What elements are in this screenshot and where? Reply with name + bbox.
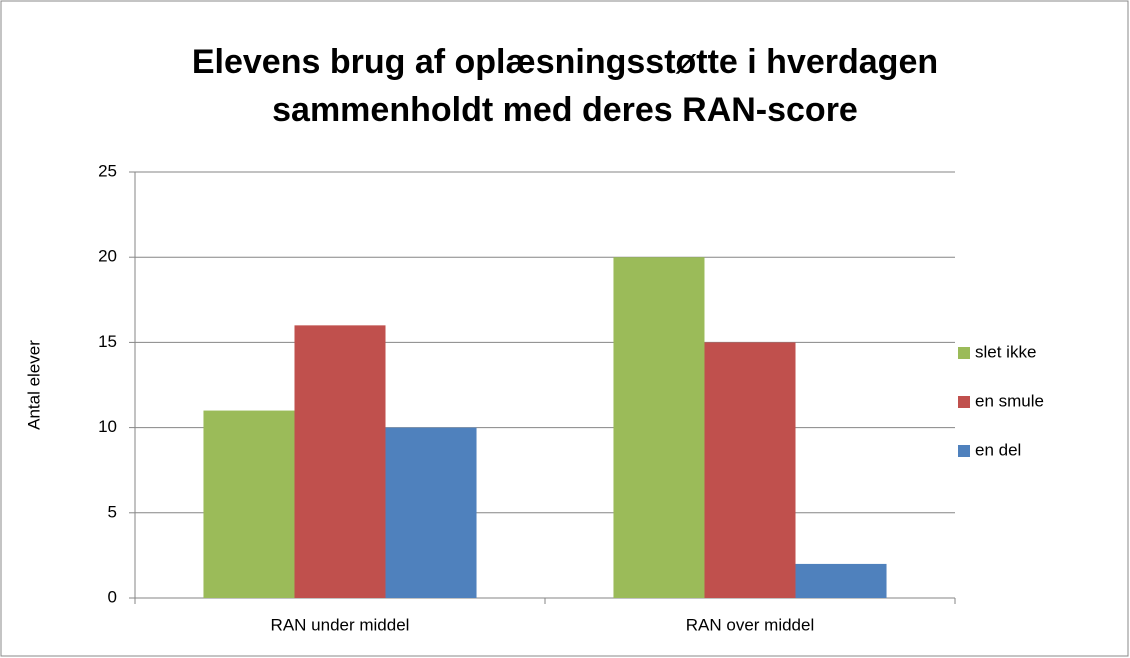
- bar: [704, 342, 796, 598]
- y-tick-label: 20: [98, 247, 117, 266]
- legend-label: en smule: [975, 391, 1044, 410]
- bar: [385, 427, 477, 598]
- legend-swatch: [958, 347, 970, 359]
- bar: [613, 257, 705, 598]
- y-axis-label: Antal elever: [24, 340, 43, 430]
- y-tick-label: 15: [98, 332, 117, 351]
- bar: [795, 563, 887, 598]
- y-tick-label: 25: [98, 161, 117, 180]
- x-tick-label: RAN over middel: [686, 615, 815, 634]
- legend-label: slet ikke: [975, 342, 1036, 361]
- x-tick-label: RAN under middel: [271, 615, 410, 634]
- y-tick-label: 0: [108, 587, 117, 606]
- legend-swatch: [958, 396, 970, 408]
- y-tick-label: 10: [98, 417, 117, 436]
- bar: [294, 325, 386, 598]
- y-tick-label: 5: [108, 502, 117, 521]
- legend-label: en del: [975, 440, 1021, 459]
- chart-title: Elevens brug af oplæsningsstøtte i hverd…: [191, 43, 939, 129]
- bar: [203, 410, 295, 598]
- legend-swatch: [958, 445, 970, 457]
